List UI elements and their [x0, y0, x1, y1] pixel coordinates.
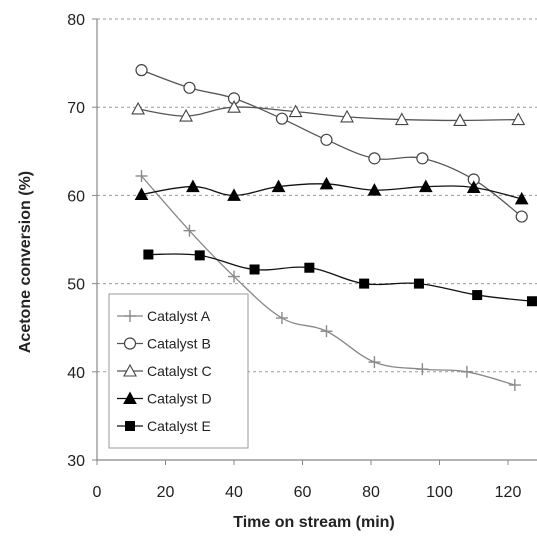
series-catalyst-d-point-3 — [271, 179, 286, 193]
series-catalyst-d-point-5 — [367, 183, 382, 196]
legend-item-catalyst-a-marker — [124, 310, 136, 322]
y-tick-label-70: 70 — [67, 100, 85, 117]
series-catalyst-a-point-3 — [275, 311, 288, 324]
series-catalyst-d-point-7 — [466, 180, 481, 193]
x-axis-title: Time on stream (min) — [233, 514, 395, 531]
y-tick-label-60: 60 — [67, 188, 85, 205]
series-catalyst-a — [135, 169, 521, 392]
series-catalyst-b-point-8 — [515, 210, 528, 223]
series-catalyst-a-point-5 — [368, 356, 381, 369]
series-catalyst-b-point-0 — [135, 64, 148, 77]
series-catalyst-d-point-4 — [319, 176, 334, 190]
series-catalyst-b-line — [141, 69, 523, 218]
series-catalyst-e-point-2 — [249, 264, 260, 275]
x-tick-label-100: 100 — [426, 484, 453, 501]
series-catalyst-d-point-6 — [418, 179, 433, 193]
series-catalyst-e-point-5 — [413, 278, 424, 289]
x-tick-label-60: 60 — [294, 484, 312, 501]
legend-item-catalyst-e: Catalyst E — [117, 418, 211, 434]
series-catalyst-d-point-0 — [134, 187, 149, 201]
legend-item-catalyst-b-marker — [123, 337, 137, 350]
series-catalyst-c-point-0 — [131, 101, 146, 115]
legend: Catalyst A Catalyst B Catalyst C Catalyst D… — [108, 293, 249, 449]
series-catalyst-e-point-7 — [526, 296, 537, 307]
series-catalyst-b — [135, 64, 528, 223]
series-catalyst-e-point-6 — [472, 290, 483, 301]
series-catalyst-a-point-8 — [508, 379, 521, 392]
series-catalyst-b-point-5 — [368, 152, 381, 165]
x-tick-label-20: 20 — [157, 484, 175, 501]
series-catalyst-d-point-8 — [514, 191, 529, 205]
series-catalyst-d-point-2 — [227, 188, 241, 201]
series-catalyst-e-point-3 — [304, 262, 315, 273]
legend-item-catalyst-d-marker — [123, 391, 137, 404]
series-catalyst-a-point-1 — [183, 224, 196, 237]
series-catalyst-b-point-1 — [183, 81, 196, 94]
series-catalyst-d-point-1 — [186, 179, 200, 193]
x-tick-label-40: 40 — [225, 484, 243, 501]
x-tick-label-120: 120 — [495, 484, 522, 501]
legend-item-catalyst-a: Catalyst A — [117, 308, 211, 324]
series-catalyst-a-point-7 — [460, 365, 473, 378]
series-catalyst-c — [131, 100, 526, 126]
legend-item-catalyst-e-label: Catalyst E — [147, 418, 211, 434]
y-tick-label-30: 30 — [67, 453, 85, 470]
series-catalyst-e-point-4 — [359, 278, 370, 289]
series-catalyst-c-point-6 — [453, 113, 467, 126]
y-tick-label-40: 40 — [67, 365, 85, 382]
x-tick-label-80: 80 — [362, 484, 380, 501]
series-catalyst-e — [143, 249, 537, 307]
x-tick-label-0: 0 — [93, 484, 102, 501]
legend-item-catalyst-c: Catalyst C — [117, 363, 212, 379]
series-catalyst-c-point-1 — [179, 108, 193, 122]
legend-item-catalyst-d: Catalyst D — [117, 391, 212, 407]
y-tick-label-50: 50 — [67, 277, 85, 294]
series-catalyst-c-point-3 — [288, 104, 303, 118]
legend-item-catalyst-b: Catalyst B — [117, 336, 211, 352]
legend-item-catalyst-b-label: Catalyst B — [147, 336, 211, 352]
series-catalyst-e-point-0 — [143, 249, 154, 260]
series-catalyst-a-point-6 — [416, 363, 429, 376]
series-catalyst-c-point-7 — [511, 112, 526, 126]
legend-item-catalyst-c-marker — [123, 363, 137, 377]
series-catalyst-d — [134, 176, 529, 205]
legend-item-catalyst-c-label: Catalyst C — [147, 363, 212, 379]
series-catalyst-a-point-4 — [320, 325, 333, 338]
series-catalyst-b-point-4 — [320, 133, 333, 146]
series-catalyst-c-line — [138, 106, 519, 122]
series-catalyst-a-point-2 — [228, 270, 240, 283]
series-catalyst-c-point-4 — [340, 109, 354, 123]
y-axis-title: Acetone conversion (%) — [17, 171, 34, 353]
axis-layer: 30 40 50 60 70 80 0 20 40 60 80 100 120 — [67, 12, 537, 501]
series-catalyst-a-point-0 — [135, 169, 148, 182]
series-catalyst-c-point-5 — [394, 112, 409, 126]
series-catalyst-e-point-1 — [194, 250, 205, 261]
y-tick-label-80: 80 — [67, 12, 85, 29]
series-layer — [131, 64, 537, 392]
series-catalyst-b-point-3 — [275, 112, 289, 125]
series-catalyst-c-point-2 — [227, 100, 241, 113]
series-catalyst-b-point-6 — [416, 152, 429, 165]
legend-item-catalyst-d-label: Catalyst D — [147, 391, 212, 407]
legend-item-catalyst-e-marker — [125, 421, 135, 431]
legend-item-catalyst-a-label: Catalyst A — [147, 308, 211, 324]
